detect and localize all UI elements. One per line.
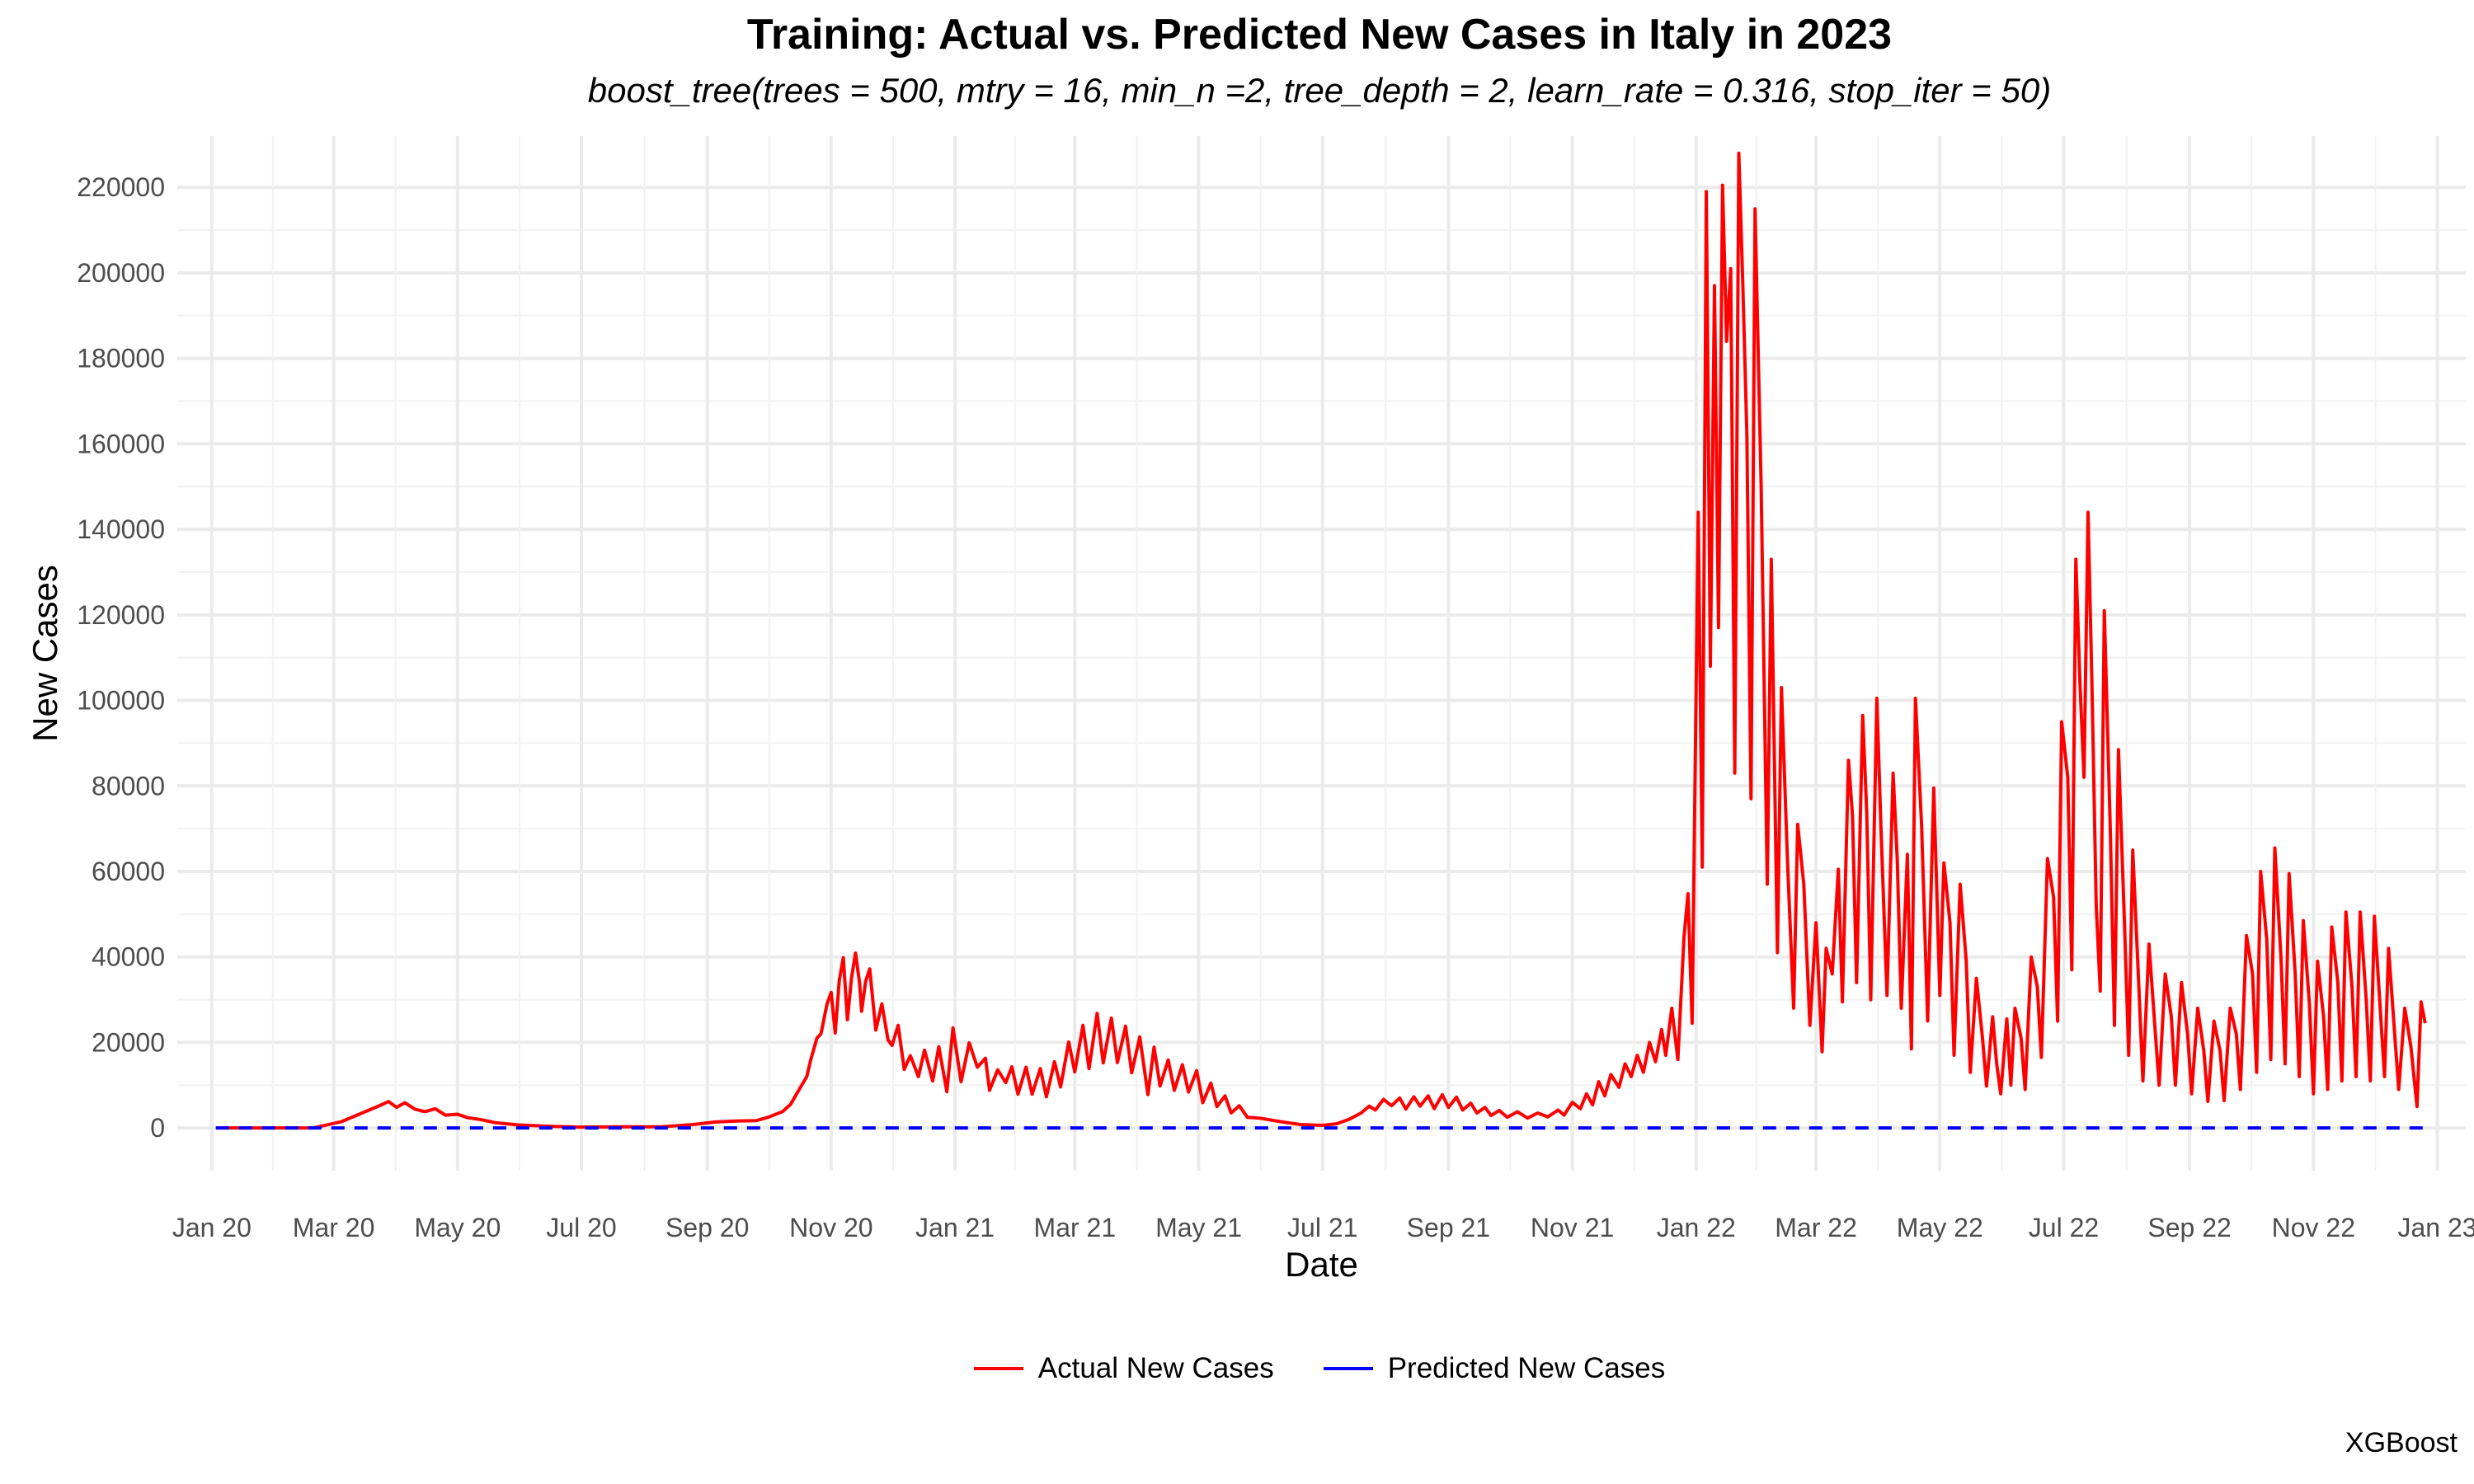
- chart-title: Training: Actual vs. Predicted New Cases…: [746, 11, 1893, 59]
- legend-key-predicted: [1323, 1367, 1373, 1370]
- legend-item-actual: Actual New Cases: [973, 1352, 1274, 1385]
- x-tick-label: Jul 20: [546, 1213, 616, 1242]
- chart-subtitle: boost_tree(trees = 500, mtry = 16, min_n…: [587, 71, 2052, 110]
- x-axis-title: Date: [1285, 1245, 1358, 1284]
- grid-lines: [177, 136, 2466, 1171]
- x-axis-tick-labels: Jan 20 Mar 20 May 20 Jul 20 Sep 20 Nov 20 Jan …: [172, 1213, 2474, 1242]
- x-tick-label: Jul 22: [2029, 1213, 2099, 1242]
- x-tick-label: Mar 22: [1775, 1213, 1857, 1242]
- y-tick-label: 0: [150, 1113, 165, 1143]
- x-tick-label: Sep 21: [1407, 1213, 1490, 1242]
- x-tick-label: Sep 20: [666, 1213, 749, 1242]
- x-tick-label: Mar 21: [1034, 1213, 1117, 1242]
- y-tick-label: 220000: [77, 172, 165, 202]
- x-tick-label: May 22: [1897, 1213, 1983, 1242]
- x-tick-label: May 20: [414, 1213, 501, 1242]
- legend: Actual New Cases Predicted New Cases: [0, 1352, 2474, 1385]
- y-tick-label: 160000: [77, 429, 165, 458]
- x-tick-label: Nov 22: [2272, 1213, 2355, 1242]
- y-tick-label: 100000: [77, 686, 165, 716]
- y-tick-label: 140000: [77, 514, 165, 544]
- y-tick-label: 180000: [77, 344, 165, 373]
- x-tick-label: Jan 22: [1657, 1213, 1736, 1242]
- x-tick-label: Nov 20: [789, 1213, 872, 1242]
- legend-item-predicted: Predicted New Cases: [1323, 1352, 1666, 1385]
- x-tick-label: May 21: [1155, 1213, 1242, 1242]
- series-lines: [215, 151, 2427, 1130]
- y-tick-label: 60000: [92, 857, 165, 886]
- x-tick-label: Mar 20: [293, 1213, 375, 1242]
- x-tick-label: Nov 21: [1531, 1213, 1614, 1242]
- legend-label-actual: Actual New Cases: [1037, 1352, 1274, 1384]
- y-tick-label: 40000: [92, 942, 165, 972]
- legend-label-predicted: Predicted New Cases: [1387, 1352, 1666, 1384]
- legend-key-actual: [973, 1367, 1023, 1370]
- y-tick-label: 200000: [77, 258, 165, 288]
- series-line-actual: [215, 151, 2427, 1130]
- y-axis-title: New Cases: [26, 565, 64, 742]
- y-tick-label: 20000: [92, 1027, 165, 1057]
- x-tick-label: Sep 22: [2147, 1213, 2231, 1242]
- x-tick-label: Jan 20: [172, 1213, 252, 1242]
- x-tick-label: Jul 21: [1287, 1213, 1357, 1242]
- x-tick-label: Jan 23: [2397, 1213, 2474, 1242]
- y-tick-label: 80000: [92, 771, 165, 801]
- y-axis-tick-labels: 0 20000 40000 60000 80000 100000 120000 140000 1…: [77, 172, 165, 1143]
- chart-caption: XGBoost: [2345, 1427, 2458, 1458]
- x-tick-label: Jan 21: [915, 1213, 995, 1242]
- y-tick-label: 120000: [77, 600, 165, 630]
